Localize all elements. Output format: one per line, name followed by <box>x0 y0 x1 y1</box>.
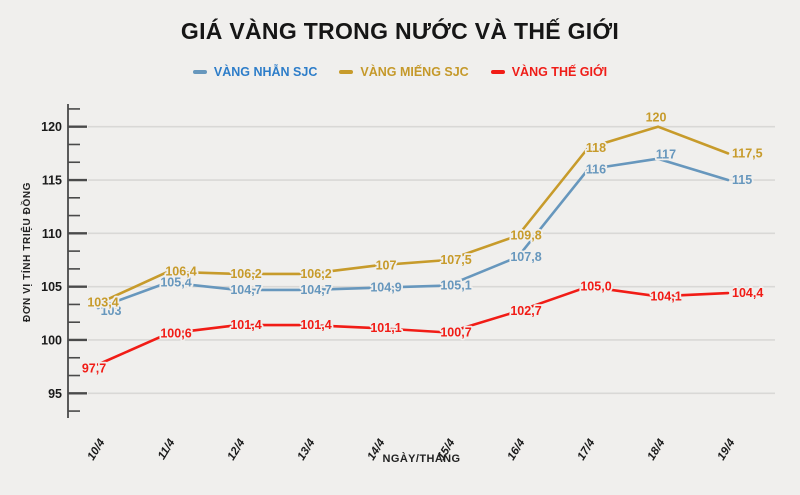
y-tick-label: 120 <box>41 120 62 134</box>
legend-item-vang-mieng-sjc[interactable]: VÀNG MIẾNG SJC <box>339 65 469 79</box>
data-label: 105,1 <box>440 279 471 293</box>
data-label: 107 <box>376 258 397 272</box>
legend-marker-vang-the-gioi <box>490 70 505 74</box>
data-label: 104,7 <box>230 283 261 297</box>
data-label: 115 <box>732 173 752 187</box>
data-label: 106,4 <box>165 265 196 279</box>
y-tick-label: 110 <box>42 227 62 241</box>
y-axis: 95 100 105 110 115 120 <box>41 104 87 418</box>
data-label: 107,8 <box>510 250 541 264</box>
data-label: 120 <box>646 111 667 125</box>
x-axis-title: NGÀY/THÁNG <box>382 453 461 465</box>
legend-label: VÀNG MIẾNG SJC <box>360 65 469 79</box>
data-labels-vang-nhan-sjc: 103 105,4 104,7 104,7 104,9 105,1 107,8 116 117 1… <box>99 146 754 320</box>
series-line-vang-nhan-sjc <box>96 157 730 310</box>
data-labels-vang-mieng-sjc: 103,4 106,4 106,2 106,2 107 107,5 109,8 118 120 1… <box>86 109 765 312</box>
data-label: 116 <box>586 162 606 176</box>
data-label: 105,0 <box>580 280 611 294</box>
legend-item-vang-nhan-sjc[interactable]: VÀNG NHẪN SJC <box>192 65 318 79</box>
chart-title: GIÁ VÀNG TRONG NƯỚC VÀ THẾ GIỚI <box>180 18 620 44</box>
data-label: 103 <box>101 304 122 318</box>
data-label: 105,4 <box>160 275 191 289</box>
legend-label: VÀNG NHẪN SJC <box>213 65 318 79</box>
data-label: 117,5 <box>732 146 763 160</box>
data-label: 101,4 <box>230 318 261 332</box>
series-line-vang-mieng-sjc <box>96 125 730 305</box>
legend-marker-vang-nhan-sjc <box>192 70 207 74</box>
data-label: 118 <box>586 141 606 155</box>
data-label: 104,9 <box>370 281 401 295</box>
data-label: 104,1 <box>650 289 681 303</box>
data-label: 106,2 <box>300 267 331 281</box>
data-label: 102,7 <box>510 304 541 318</box>
legend-label: VÀNG THẾ GIỚI <box>511 65 608 79</box>
legend-marker-vang-mieng-sjc <box>339 70 354 74</box>
data-label: 109,8 <box>510 228 541 242</box>
series-line-vang-the-gioi <box>96 285 730 366</box>
data-label: 101,1 <box>370 321 401 335</box>
data-label: 104,4 <box>732 286 763 300</box>
data-labels-vang-the-gioi: 97,7 100,6 101,4 101,4 101,1 100,7 102,7 105,0 1… <box>80 278 765 377</box>
data-label: 100,6 <box>160 327 191 341</box>
data-label: 106,2 <box>230 267 261 281</box>
data-label: 104,7 <box>300 283 331 297</box>
data-label: 107,5 <box>440 253 471 267</box>
y-tick-label: 100 <box>41 333 62 347</box>
legend-item-vang-the-gioi[interactable]: VÀNG THẾ GIỚI <box>490 65 608 79</box>
y-tick-label: 115 <box>42 174 62 188</box>
y-tick-label: 95 <box>48 387 62 401</box>
data-label: 97,7 <box>82 362 106 376</box>
data-label: 103,4 <box>87 296 118 310</box>
data-label: 100,7 <box>440 326 471 340</box>
data-label: 101,4 <box>300 318 331 332</box>
y-tick-label: 105 <box>41 280 62 294</box>
data-label: 117 <box>656 148 676 162</box>
legend: VÀNG NHẪN SJC VÀNG MIẾNG SJC VÀNG THẾ GIỚI <box>0 65 800 79</box>
